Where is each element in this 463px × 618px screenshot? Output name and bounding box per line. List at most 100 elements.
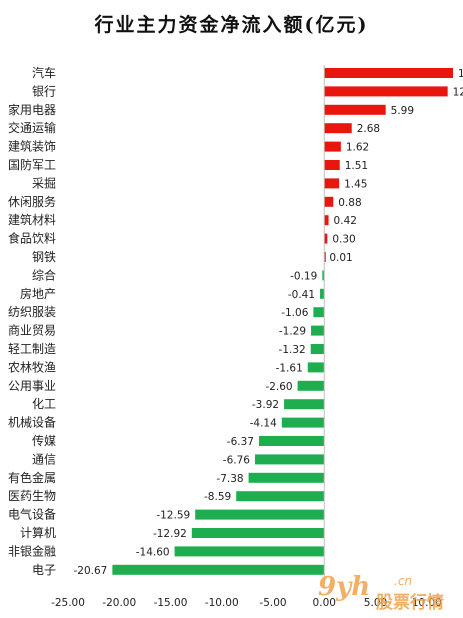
watermark-main: 9yh [318, 572, 371, 602]
bar [324, 160, 340, 170]
value-labels: 12.56 12.04 5.99 2.68 1.62 1.51 1.45 0.88 0.42 0.… [74, 68, 463, 577]
bar [281, 417, 325, 428]
bar [324, 141, 341, 152]
x-tick-label: -15.00 [154, 597, 188, 609]
category-label: 电气设备 [8, 507, 56, 522]
category-label: 通信 [32, 452, 56, 466]
value-label: -8.59 [204, 491, 231, 503]
value-label: 0.42 [334, 215, 357, 227]
category-label: 商业贸易 [8, 323, 56, 338]
category-label: 家用电器 [8, 102, 56, 117]
x-tick-label: -20.00 [102, 597, 136, 609]
value-label: 1.45 [344, 178, 367, 190]
category-label: 非银金融 [8, 543, 56, 558]
value-label: -7.38 [216, 473, 243, 485]
bar [324, 104, 386, 115]
bar [307, 362, 325, 373]
bar [174, 546, 325, 557]
category-label: 交通运输 [8, 120, 56, 135]
category-label: 医药生物 [8, 489, 56, 503]
bar [324, 68, 453, 78]
bar [324, 86, 448, 97]
bar [254, 454, 325, 465]
category-label: 食品饮料 [8, 231, 56, 246]
category-label: 国防军工 [8, 157, 56, 172]
value-label: -6.76 [223, 454, 250, 466]
category-label: 银行 [32, 84, 56, 98]
bar [313, 307, 325, 318]
value-label: -1.61 [276, 362, 303, 374]
value-label: -6.37 [227, 436, 254, 448]
value-label: -0.41 [288, 289, 315, 301]
category-label: 有色金属 [8, 470, 56, 485]
category-label: 综合 [32, 267, 56, 282]
bar [324, 178, 340, 189]
watermark-name: 股票行情 [376, 593, 444, 613]
value-label: -1.32 [279, 344, 306, 356]
bar [324, 233, 328, 244]
value-label: -1.29 [279, 326, 306, 338]
category-label: 建筑装饰 [8, 139, 56, 154]
bar [322, 270, 325, 281]
value-label: 0.01 [329, 252, 352, 264]
category-label: 农林牧渔 [8, 360, 56, 374]
value-label: 2.68 [357, 123, 380, 135]
value-label: -2.60 [265, 381, 292, 393]
bar-group [112, 68, 453, 575]
value-label: 5.99 [391, 105, 414, 117]
bar [258, 436, 325, 446]
bar [248, 472, 325, 483]
bar [191, 528, 325, 538]
category-label: 建筑材料 [8, 212, 56, 227]
value-label: 0.30 [332, 234, 355, 246]
category-label: 电子 [32, 563, 56, 577]
category-label: 轻工制造 [8, 342, 56, 356]
category-label: 休闲服务 [8, 194, 56, 209]
bar [195, 509, 325, 520]
value-label: -12.92 [153, 528, 187, 540]
category-label: 采掘 [32, 175, 56, 190]
bar [324, 215, 329, 226]
value-label: -12.59 [156, 510, 190, 522]
value-label: 1.51 [345, 160, 368, 172]
category-label: 钢铁 [32, 250, 56, 264]
bar [112, 564, 325, 575]
bar [311, 325, 325, 336]
x-axis-tick-labels: -25.00 -20.00 -15.00 -10.00 -5.00 0.00 5.00 10.… [51, 597, 463, 609]
bar [297, 380, 325, 391]
bar [324, 196, 334, 207]
category-label: 传媒 [32, 433, 56, 448]
x-tick-label: -5.00 [259, 597, 286, 609]
bar [284, 399, 325, 410]
value-label: -20.67 [74, 565, 108, 577]
value-label: 0.88 [338, 197, 361, 209]
value-label: 12.56 [458, 68, 463, 80]
bar [310, 344, 325, 354]
watermark-suffix: .cn [394, 574, 413, 588]
value-label: 1.62 [346, 142, 369, 154]
x-tick-label: -10.00 [205, 597, 239, 609]
value-label: -0.19 [290, 270, 317, 282]
chart-title: 行业主力资金净流入额(亿元) [94, 14, 369, 36]
bar [320, 288, 325, 299]
bar [324, 252, 326, 262]
category-label: 房地产 [20, 286, 56, 301]
category-label: 计算机 [20, 525, 56, 540]
value-label: 12.04 [453, 86, 463, 98]
x-tick-label: 0.00 [313, 597, 336, 609]
category-label: 化工 [32, 397, 56, 411]
bar [324, 123, 352, 134]
x-tick-label: 5.00 [364, 597, 387, 609]
value-label: -1.06 [281, 307, 308, 319]
category-label: 公用事业 [8, 379, 56, 393]
value-label: -4.14 [250, 418, 277, 430]
category-labels: 汽车银行家用电器交通运输建筑装饰国防军工采掘休闲服务建筑材料食品饮料钢铁综合房地… [8, 65, 56, 577]
category-label: 机械设备 [8, 415, 56, 430]
category-label: 汽车 [32, 65, 56, 80]
value-label: -14.60 [136, 546, 170, 558]
category-label: 纺织服装 [8, 305, 56, 319]
bar [236, 491, 325, 502]
x-tick-label: -25.00 [51, 597, 85, 609]
watermark-logo: 9yh .cn 股票行情 [318, 572, 458, 613]
